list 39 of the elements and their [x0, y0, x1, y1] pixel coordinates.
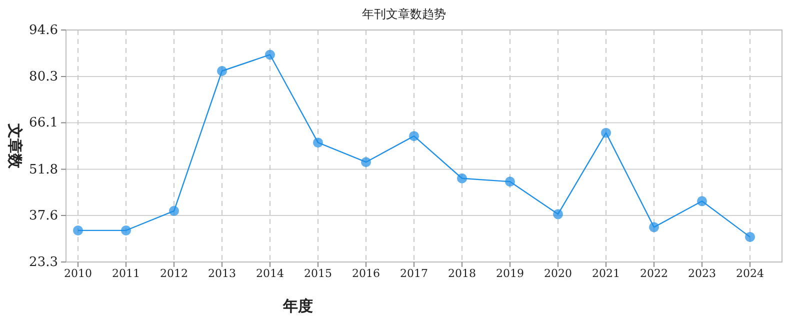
y-tick-label: 94.6 [29, 23, 58, 38]
point [73, 225, 83, 236]
point [361, 157, 371, 168]
point [697, 196, 707, 206]
point [313, 138, 323, 148]
point [409, 131, 419, 142]
point [265, 50, 275, 60]
x-tick-label: 2012 [160, 267, 188, 280]
x-tick-label: 2010 [64, 267, 92, 280]
x-tick-label: 2013 [208, 267, 236, 280]
x-axis-title: 年度 [282, 297, 313, 315]
point [649, 222, 659, 232]
y-tick-label: 80.3 [29, 70, 58, 85]
point [553, 209, 563, 220]
x-tick-label: 2014 [256, 267, 284, 280]
point [217, 66, 227, 76]
x-tick-label: 2018 [448, 267, 476, 280]
point [121, 225, 131, 236]
y-tick-label: 37.6 [29, 208, 58, 224]
chart-title: 年刊文章数趋势 [362, 7, 446, 21]
y-tick-label: 66.1 [29, 116, 58, 131]
x-tick-label: 2016 [352, 267, 380, 280]
x-tick-label: 2021 [592, 267, 620, 280]
x-tick-label: 2017 [400, 267, 428, 280]
y-axis-title: 文章数 [6, 122, 24, 170]
point [601, 128, 611, 138]
point [745, 232, 755, 242]
y-tick-label: 51.8 [29, 162, 58, 178]
point [457, 173, 467, 184]
x-tick-label: 2019 [496, 267, 524, 280]
y-tick-label: 23.3 [29, 255, 58, 270]
x-tick-label: 2023 [688, 267, 716, 280]
x-tick-label: 2024 [736, 267, 764, 280]
x-tick-label: 2022 [640, 267, 668, 280]
point [169, 206, 179, 216]
x-tick-label: 2015 [304, 267, 332, 280]
x-tick-label: 2020 [544, 267, 572, 280]
point [505, 176, 515, 187]
x-tick-label: 2011 [112, 267, 140, 280]
